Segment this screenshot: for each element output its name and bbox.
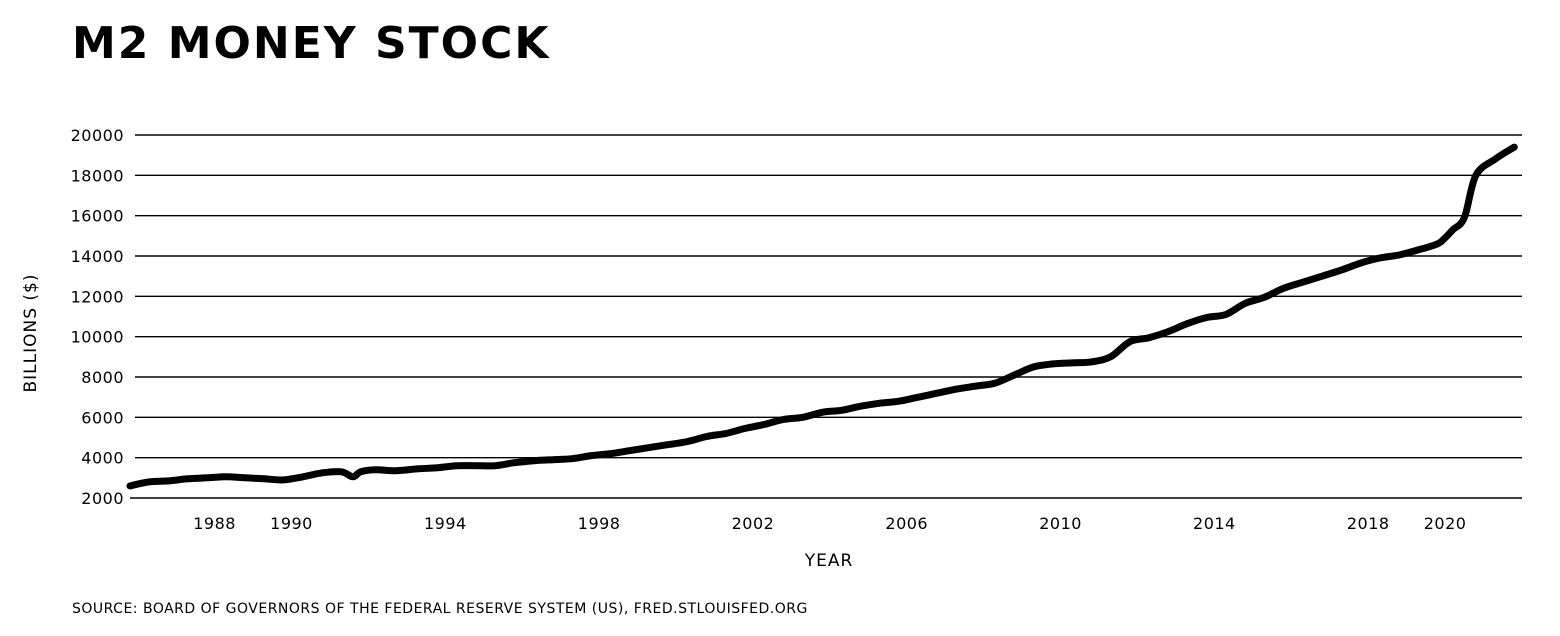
x-tick-label: 2010 — [1039, 514, 1082, 533]
series-line — [126, 143, 1518, 490]
x-tick-label: 2020 — [1424, 514, 1467, 533]
x-tick-label: 2006 — [885, 514, 928, 533]
y-axis-label: BILLIONS ($) — [21, 273, 41, 392]
x-tick-label: 1998 — [578, 514, 621, 533]
x-axis-label: YEAR — [804, 551, 854, 571]
chart-title: M2 MONEY STOCK — [72, 18, 550, 69]
y-tick-label: 20000 — [71, 126, 124, 145]
x-tick-label: 1990 — [270, 514, 313, 533]
y-tick-label: 8000 — [81, 368, 124, 387]
y-tick-label: 2000 — [81, 489, 124, 508]
x-tick-label: 2018 — [1347, 514, 1390, 533]
grid — [135, 134, 1522, 459]
y-tick-label: 18000 — [71, 166, 124, 185]
y-tick-label: 4000 — [81, 449, 124, 468]
y-tick-label: 16000 — [71, 207, 124, 226]
x-tick-label: 2002 — [732, 514, 775, 533]
series-lines — [126, 143, 1518, 490]
x-tick-label: 1994 — [424, 514, 467, 533]
source-note: SOURCE: BOARD OF GOVERNORS OF THE FEDERA… — [72, 601, 808, 617]
x-axis-ticks: 1988 1990 1994 1998 2002 2006 2010 2014 2018 2020 — [193, 514, 1466, 533]
x-tick-label: 1988 — [193, 514, 236, 533]
y-tick-label: 14000 — [71, 247, 124, 266]
y-tick-label: 6000 — [81, 408, 124, 427]
x-tick-label: 2014 — [1193, 514, 1236, 533]
y-tick-label: 10000 — [71, 328, 124, 347]
y-tick-label: 12000 — [71, 287, 124, 306]
y-axis-ticks: 2000 4000 6000 8000 10000 12000 14000 16000 1800… — [71, 126, 124, 508]
